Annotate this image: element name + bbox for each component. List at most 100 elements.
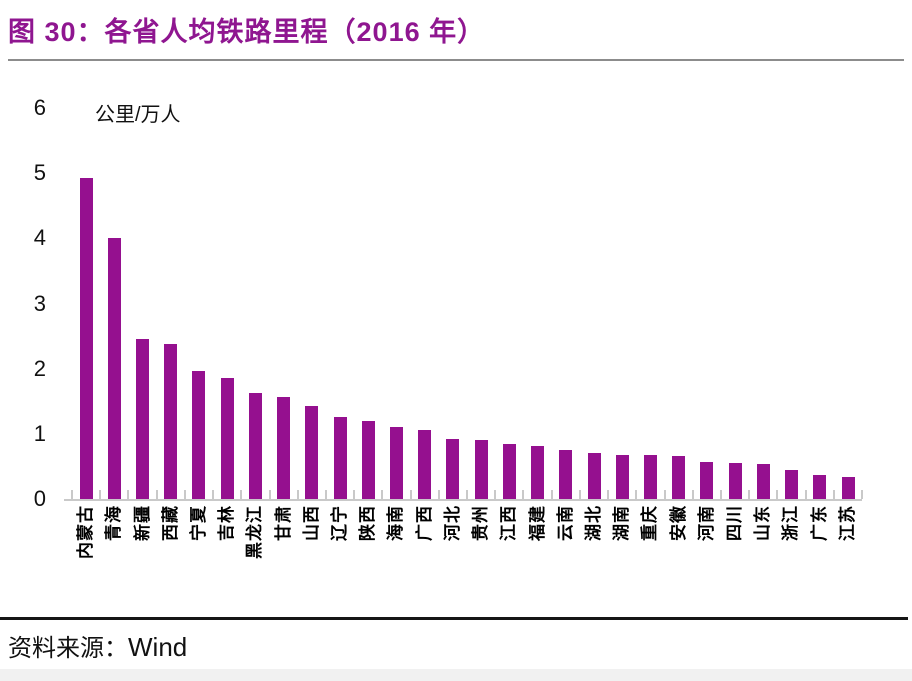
bar-cell xyxy=(636,108,664,499)
x-axis-label: 辽宁 xyxy=(330,505,350,541)
x-axis-tick xyxy=(183,490,186,499)
y-axis-tick-label: 0 xyxy=(33,486,46,511)
x-axis-tick xyxy=(691,490,694,499)
bar xyxy=(361,420,375,499)
x-axis-tick xyxy=(804,490,807,499)
bar xyxy=(502,443,516,499)
bar xyxy=(587,453,601,499)
x-axis-label: 浙江 xyxy=(781,505,801,541)
x-axis-label: 海南 xyxy=(386,505,406,541)
x-axis-tick xyxy=(663,490,666,499)
bar xyxy=(813,474,827,499)
x-axis-label: 宁夏 xyxy=(188,505,208,541)
bar xyxy=(559,450,573,499)
x-axis-tick xyxy=(212,490,215,499)
x-axis-tick xyxy=(324,490,327,499)
bar xyxy=(220,378,234,499)
x-axis-label: 西藏 xyxy=(160,505,180,541)
footer-divider xyxy=(0,617,908,620)
bar-cell xyxy=(270,108,298,499)
x-axis-tick xyxy=(550,490,553,499)
x-axis-label: 湖北 xyxy=(583,505,603,541)
x-axis-label-slot: 新疆 xyxy=(128,505,156,605)
x-axis-label-slot: 河南 xyxy=(693,505,721,605)
bottom-strip xyxy=(0,669,912,681)
x-axis-tick xyxy=(155,490,158,499)
x-axis-label: 青海 xyxy=(104,505,124,541)
x-axis-tick xyxy=(240,490,243,499)
bar xyxy=(531,446,545,499)
x-axis-tick xyxy=(748,490,751,499)
x-axis-label: 陕西 xyxy=(358,505,378,541)
source-value: Wind xyxy=(128,632,188,662)
x-axis-label-slot: 安徽 xyxy=(665,505,693,605)
bar-cell xyxy=(806,108,834,499)
x-axis-tick xyxy=(494,490,497,499)
x-axis-label: 重庆 xyxy=(640,505,660,541)
bar xyxy=(474,440,488,499)
x-axis-tick xyxy=(607,490,610,499)
x-axis-tick xyxy=(776,490,779,499)
bar xyxy=(107,238,121,499)
x-axis-tick xyxy=(99,490,102,499)
bar xyxy=(192,371,206,499)
x-axis-label-slot: 黑龙江 xyxy=(241,505,269,605)
x-axis-label: 广东 xyxy=(809,505,829,541)
bar xyxy=(248,392,262,499)
x-axis-label-slot: 甘肃 xyxy=(270,505,298,605)
x-axis-label: 广西 xyxy=(414,505,434,541)
x-axis-label: 贵州 xyxy=(471,505,491,541)
x-axis-tick xyxy=(127,490,130,499)
bar-cell xyxy=(298,108,326,499)
x-axis-label: 黑龙江 xyxy=(245,505,265,559)
x-axis-label-slot: 西藏 xyxy=(157,505,185,605)
bar-cell xyxy=(467,108,495,499)
x-axis-label: 福建 xyxy=(527,505,547,541)
bar xyxy=(672,456,686,499)
bar xyxy=(728,463,742,499)
x-axis-label-slot: 山东 xyxy=(749,505,777,605)
y-axis-tick-label: 2 xyxy=(33,355,46,381)
x-axis-tick xyxy=(409,490,412,499)
x-axis-label-slot: 云南 xyxy=(552,505,580,605)
bar-cell xyxy=(495,108,523,499)
bar-cell xyxy=(721,108,749,499)
bar-cell xyxy=(524,108,552,499)
x-axis-label: 内蒙古 xyxy=(76,505,96,559)
x-axis-label: 河南 xyxy=(696,505,716,541)
x-axis-label: 安徽 xyxy=(668,505,688,541)
bar-chart: 公里/万人 0 1 2 3 4 5 6 内蒙古 青海 新疆 西藏 宁夏 吉林 黑龙江 甘肃 山西 辽宁 陕西 海南… xyxy=(0,62,912,612)
x-axis-label: 吉林 xyxy=(217,505,237,541)
x-axis-label-slot: 吉林 xyxy=(213,505,241,605)
x-axis-label-slot: 重庆 xyxy=(636,505,664,605)
bar-cell xyxy=(185,108,213,499)
x-axis-label-slot: 海南 xyxy=(382,505,410,605)
x-axis-label-slot: 内蒙古 xyxy=(72,505,100,605)
x-axis-label-slot: 陕西 xyxy=(354,505,382,605)
bar xyxy=(643,455,657,499)
x-axis-tick xyxy=(296,490,299,499)
y-axis-unit-label: 公里/万人 xyxy=(95,104,181,126)
x-axis-tick xyxy=(522,490,525,499)
bar xyxy=(841,476,855,499)
bar-cell xyxy=(777,108,805,499)
x-axis-label-slot: 江苏 xyxy=(834,505,862,605)
bar xyxy=(785,470,799,499)
title-divider xyxy=(8,59,904,61)
bar-cell xyxy=(411,108,439,499)
y-axis-tick-label: 5 xyxy=(33,160,46,186)
bar xyxy=(305,405,319,499)
x-axis-line xyxy=(64,499,862,501)
y-axis-tick-label: 4 xyxy=(33,225,46,251)
bar-cell xyxy=(665,108,693,499)
source-line: 资料来源：Wind xyxy=(8,628,187,663)
x-axis-label: 湖南 xyxy=(612,505,632,541)
bar-cell xyxy=(580,108,608,499)
x-axis-label-slot: 湖南 xyxy=(608,505,636,605)
x-axis-tick xyxy=(861,490,863,499)
x-axis-label: 江苏 xyxy=(837,505,857,541)
x-axis-tick xyxy=(832,490,835,499)
x-axis-label: 河北 xyxy=(442,505,462,541)
x-axis-tick xyxy=(353,490,356,499)
x-axis-label-slot: 湖北 xyxy=(580,505,608,605)
